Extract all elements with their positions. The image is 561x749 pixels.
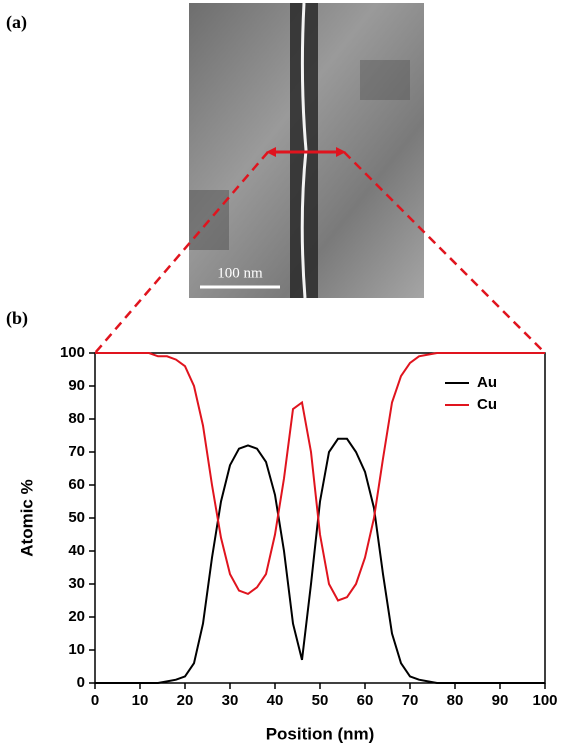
x-tick-label: 20 bbox=[177, 692, 194, 709]
x-tick-label: 10 bbox=[132, 692, 149, 709]
y-tick-label: 60 bbox=[68, 476, 85, 493]
series-line bbox=[95, 352, 545, 602]
x-axis-label: Position (nm) bbox=[266, 724, 375, 743]
y-tick-label: 0 bbox=[77, 674, 85, 691]
x-tick-label: 50 bbox=[312, 692, 329, 709]
legend-label: Au bbox=[477, 374, 497, 391]
y-tick-label: 100 bbox=[60, 344, 85, 361]
y-axis-label: Atomic % bbox=[17, 479, 36, 556]
y-tick-label: 90 bbox=[68, 377, 85, 394]
x-tick-label: 30 bbox=[222, 692, 239, 709]
y-tick-label: 40 bbox=[68, 542, 85, 559]
x-tick-label: 40 bbox=[267, 692, 284, 709]
y-tick-label: 70 bbox=[68, 443, 85, 460]
y-tick-label: 20 bbox=[68, 608, 85, 625]
x-tick-label: 80 bbox=[447, 692, 464, 709]
y-tick-label: 10 bbox=[68, 641, 85, 658]
y-tick-label: 50 bbox=[68, 509, 85, 526]
tem-image: 100 nm bbox=[189, 2, 424, 299]
x-tick-label: 100 bbox=[532, 692, 557, 709]
plot-frame bbox=[94, 352, 546, 684]
y-tick-label: 30 bbox=[68, 575, 85, 592]
panel-label: (b) bbox=[6, 308, 28, 329]
x-tick-label: 70 bbox=[402, 692, 419, 709]
panel-label: (a) bbox=[6, 12, 27, 33]
x-tick-label: 0 bbox=[91, 692, 99, 709]
series-line bbox=[95, 437, 545, 684]
x-tick-label: 90 bbox=[492, 692, 509, 709]
zoom-lines bbox=[94, 151, 546, 354]
legend-label: Cu bbox=[477, 396, 497, 413]
x-tick-label: 60 bbox=[357, 692, 374, 709]
scale-bar-label: 100 nm bbox=[217, 265, 263, 281]
y-tick-label: 80 bbox=[68, 410, 85, 427]
